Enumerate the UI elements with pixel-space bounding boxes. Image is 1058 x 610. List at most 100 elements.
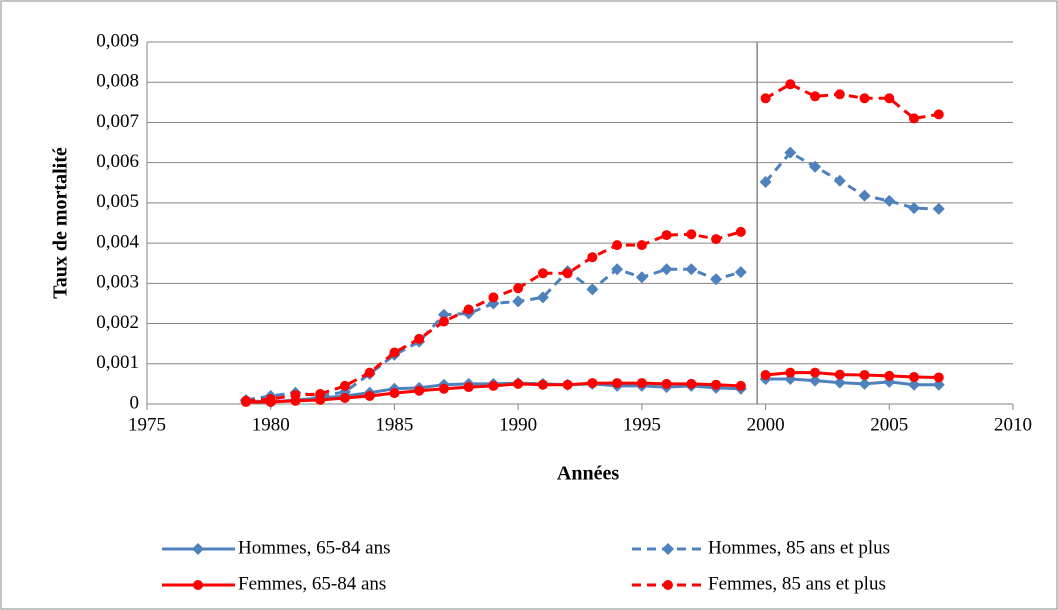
x-tick-label: 1975 <box>128 414 166 435</box>
data-point <box>810 91 821 102</box>
data-point <box>488 292 499 303</box>
data-point <box>612 378 623 389</box>
data-point <box>908 378 921 391</box>
x-tick-label: 2010 <box>994 414 1032 435</box>
legend-marker <box>192 543 204 555</box>
data-point <box>834 89 845 100</box>
data-point <box>833 174 846 187</box>
data-point <box>809 160 822 173</box>
data-point <box>635 271 648 284</box>
x-tick-label: 2000 <box>747 414 785 435</box>
data-point <box>463 304 474 315</box>
data-point <box>562 268 573 279</box>
y-axis-title: Taux de mortalité <box>50 147 72 299</box>
data-point <box>909 113 920 124</box>
x-tick-label: 1990 <box>499 414 537 435</box>
x-tick-label: 1995 <box>623 414 661 435</box>
data-point <box>537 379 548 390</box>
data-point <box>290 390 301 401</box>
y-tick-label: 0,009 <box>96 30 139 51</box>
y-tick-label: 0,008 <box>96 71 139 92</box>
data-point <box>834 369 845 380</box>
data-point <box>587 252 598 263</box>
data-point <box>711 379 722 390</box>
data-point <box>660 263 673 276</box>
x-axis-title: Années <box>557 463 619 485</box>
data-point <box>884 93 895 104</box>
data-point <box>859 370 870 381</box>
data-point <box>785 79 796 90</box>
data-point <box>784 146 797 159</box>
data-point <box>933 372 944 383</box>
data-point <box>909 372 920 383</box>
data-point <box>586 283 599 296</box>
data-point <box>858 377 871 390</box>
data-point <box>315 388 326 399</box>
data-point <box>760 370 771 381</box>
data-point <box>686 229 697 240</box>
data-point <box>339 392 350 403</box>
data-point <box>735 380 746 391</box>
data-point <box>562 379 573 390</box>
data-point <box>612 240 623 251</box>
legend-label: Femmes, 85 ans et plus <box>708 573 886 594</box>
legend-marker <box>663 580 673 590</box>
data-point <box>759 175 772 188</box>
data-point <box>587 378 598 389</box>
data-point <box>364 367 375 378</box>
data-point <box>512 295 525 308</box>
data-point <box>785 367 796 378</box>
data-point <box>513 283 524 294</box>
legend-label: Femmes, 65-84 ans <box>238 573 386 594</box>
data-point <box>710 273 723 286</box>
data-point <box>240 395 251 406</box>
data-point <box>389 347 400 358</box>
legend-marker <box>193 580 203 590</box>
x-tick-label: 1985 <box>375 414 413 435</box>
data-point <box>932 202 945 215</box>
data-point <box>685 263 698 276</box>
data-point <box>661 230 672 241</box>
data-point <box>933 109 944 120</box>
data-point <box>735 226 746 237</box>
data-point <box>611 263 624 276</box>
y-tick-label: 0,002 <box>96 312 139 333</box>
x-tick-label: 2005 <box>870 414 908 435</box>
data-point <box>414 385 425 396</box>
data-point <box>265 394 276 405</box>
data-point <box>883 194 896 207</box>
data-point <box>389 388 400 399</box>
data-point <box>463 382 474 393</box>
data-point <box>414 333 425 344</box>
data-point <box>711 234 722 245</box>
data-point <box>810 367 821 378</box>
y-tick-label: 0 <box>130 392 140 413</box>
data-point <box>908 202 921 215</box>
legend-marker <box>662 543 674 555</box>
data-point <box>636 240 647 251</box>
data-point <box>438 383 449 394</box>
data-point <box>932 378 945 391</box>
data-point <box>438 316 449 327</box>
y-tick-label: 0,003 <box>96 272 139 293</box>
data-point <box>513 378 524 389</box>
data-point <box>537 268 548 279</box>
data-point <box>636 378 647 389</box>
data-point <box>833 376 846 389</box>
data-point <box>884 370 895 381</box>
data-point <box>809 374 822 387</box>
legend-label: Hommes, 85 ans et plus <box>708 537 890 558</box>
data-point <box>339 380 350 391</box>
data-point <box>858 189 871 202</box>
data-point <box>686 378 697 389</box>
y-tick-label: 0,005 <box>96 191 139 212</box>
y-tick-label: 0,006 <box>96 151 139 172</box>
data-point <box>661 378 672 389</box>
data-point <box>760 93 771 104</box>
data-point <box>364 390 375 401</box>
data-point <box>488 380 499 391</box>
data-point <box>536 291 549 304</box>
x-tick-label: 1980 <box>252 414 290 435</box>
